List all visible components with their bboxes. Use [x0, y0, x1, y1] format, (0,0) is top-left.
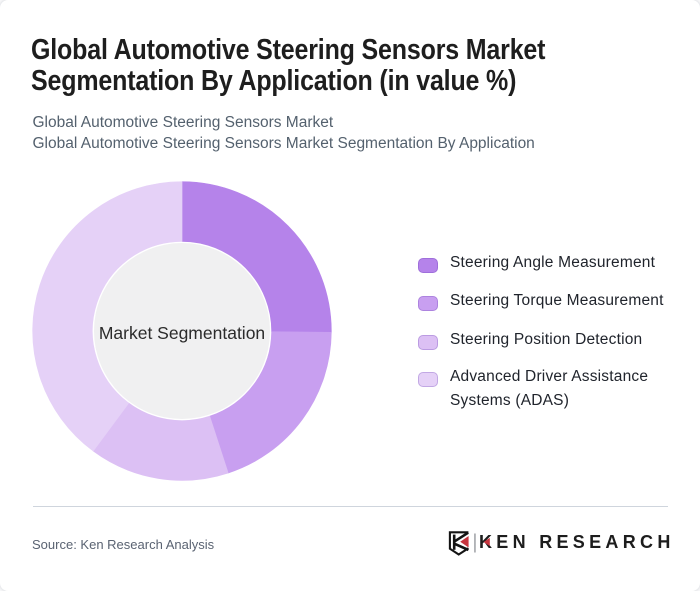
svg-text:KEN RESEARCH: KEN RESEARCH	[479, 532, 671, 552]
